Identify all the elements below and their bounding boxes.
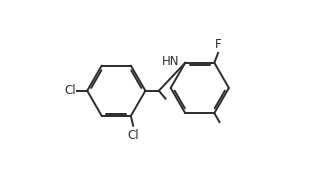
Text: HN: HN <box>162 55 180 68</box>
Text: F: F <box>215 38 221 51</box>
Text: Cl: Cl <box>127 129 139 142</box>
Text: Cl: Cl <box>64 84 76 97</box>
